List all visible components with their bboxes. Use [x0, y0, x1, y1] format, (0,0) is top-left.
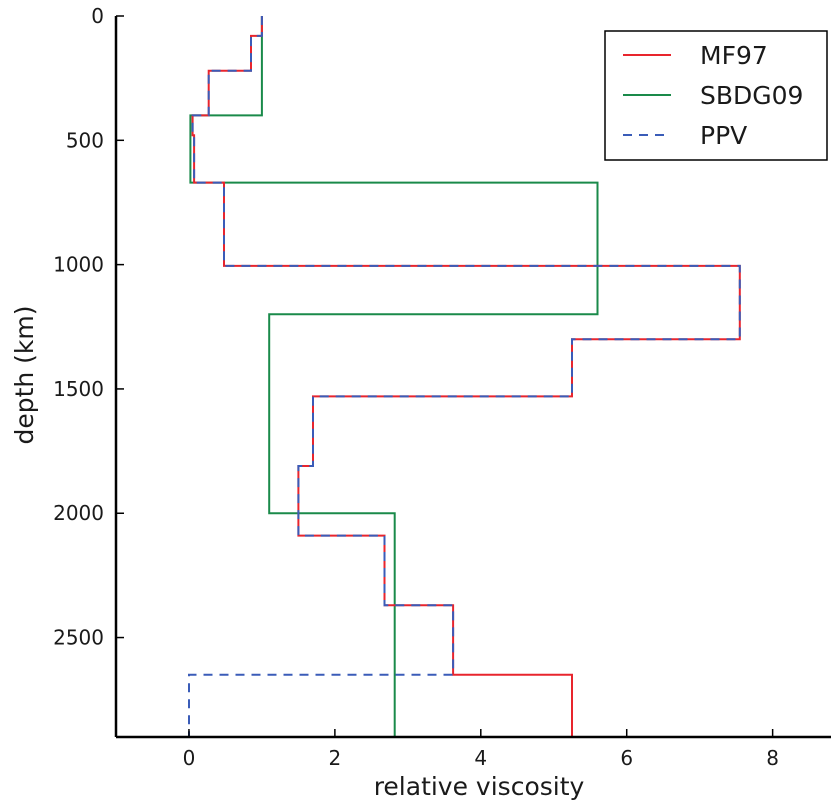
y-tick-label: 2500: [53, 626, 104, 650]
y-tick-label: 2000: [53, 501, 104, 525]
x-tick-label: 6: [620, 746, 633, 770]
y-axis-title: depth (km): [10, 305, 39, 444]
x-tick-label: 4: [474, 746, 487, 770]
y-tick-label: 0: [91, 4, 104, 28]
x-tick-label: 0: [183, 746, 196, 770]
series-line-sbdg09: [189, 16, 599, 737]
y-tick-label: 1500: [53, 377, 104, 401]
series-layer: [188, 16, 741, 737]
x-tick-label: 2: [329, 746, 342, 770]
legend-label-ppv: PPV: [700, 121, 747, 150]
x-tick-label: 8: [766, 746, 779, 770]
y-tick-label: 500: [66, 128, 104, 152]
legend-label-mf97: MF97: [700, 41, 768, 70]
axes-layer: 0 2 4 6 8 0 500 1000 1500 2000 2500: [53, 4, 831, 770]
legend: MF97 SBDG09 PPV: [604, 30, 828, 161]
x-axis-title: relative viscosity: [374, 772, 585, 801]
series-line-ppv: [188, 16, 741, 737]
y-tick-label: 1000: [53, 253, 104, 277]
legend-label-sbdg09: SBDG09: [700, 81, 803, 110]
